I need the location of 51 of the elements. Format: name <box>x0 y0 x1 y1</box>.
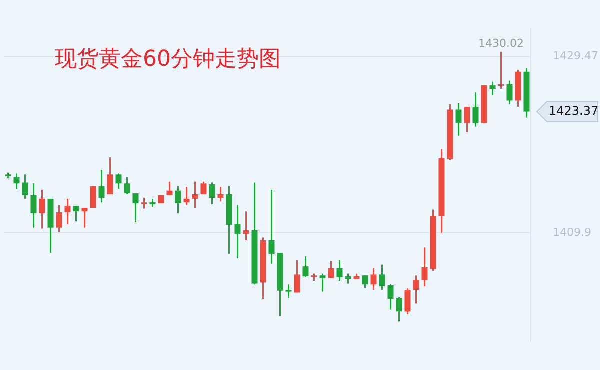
text: 现货黄金60分钟走势图 <box>55 46 281 74</box>
candlestick <box>362 274 368 289</box>
candlestick <box>456 102 462 137</box>
candlestick <box>234 204 241 260</box>
candlestick <box>218 186 224 202</box>
candlestick <box>294 260 300 294</box>
candlestick <box>30 182 37 229</box>
candlestick <box>90 186 96 209</box>
candlestick <box>64 198 71 225</box>
candlestick <box>116 172 122 190</box>
candlestick <box>498 51 504 90</box>
candlestick <box>98 169 105 204</box>
candlestick <box>14 172 20 190</box>
candlestick <box>268 189 275 265</box>
candlestick <box>175 186 182 214</box>
candlestick <box>379 264 386 291</box>
candlestick <box>302 256 309 278</box>
candlestick <box>56 204 62 234</box>
candlestick <box>320 273 326 293</box>
candlestick <box>73 205 80 222</box>
candlestick <box>39 189 46 230</box>
candlestick <box>107 156 114 196</box>
candlestick <box>209 182 216 206</box>
candlestick <box>82 207 88 229</box>
y-tick-label: 1409.9 <box>553 226 592 240</box>
candlestick <box>413 274 420 304</box>
candlestick <box>22 174 28 200</box>
candlestick <box>506 80 513 106</box>
candlestick <box>472 92 479 128</box>
candlestick <box>336 260 343 282</box>
candlestick <box>422 246 428 288</box>
candlestick <box>124 176 130 196</box>
candlestick <box>286 284 292 299</box>
candlestick <box>370 268 377 291</box>
candlestick <box>345 273 352 284</box>
candlestick <box>243 210 250 242</box>
candlestick <box>141 197 148 210</box>
candlestick <box>490 81 496 96</box>
annotation: 1430.02 <box>478 37 524 50</box>
candlestick <box>396 296 402 322</box>
candlestick <box>184 186 190 206</box>
candlestick <box>388 284 394 311</box>
candlestick <box>464 106 470 134</box>
candlestick <box>200 181 207 196</box>
candlestick <box>192 181 198 209</box>
candlestick <box>132 192 139 224</box>
text: 1423.37 <box>549 104 599 118</box>
candlestick <box>404 287 411 316</box>
candlestick <box>166 181 173 196</box>
candlestick <box>328 260 334 280</box>
y-tick-label: 1429.47 <box>553 50 598 63</box>
